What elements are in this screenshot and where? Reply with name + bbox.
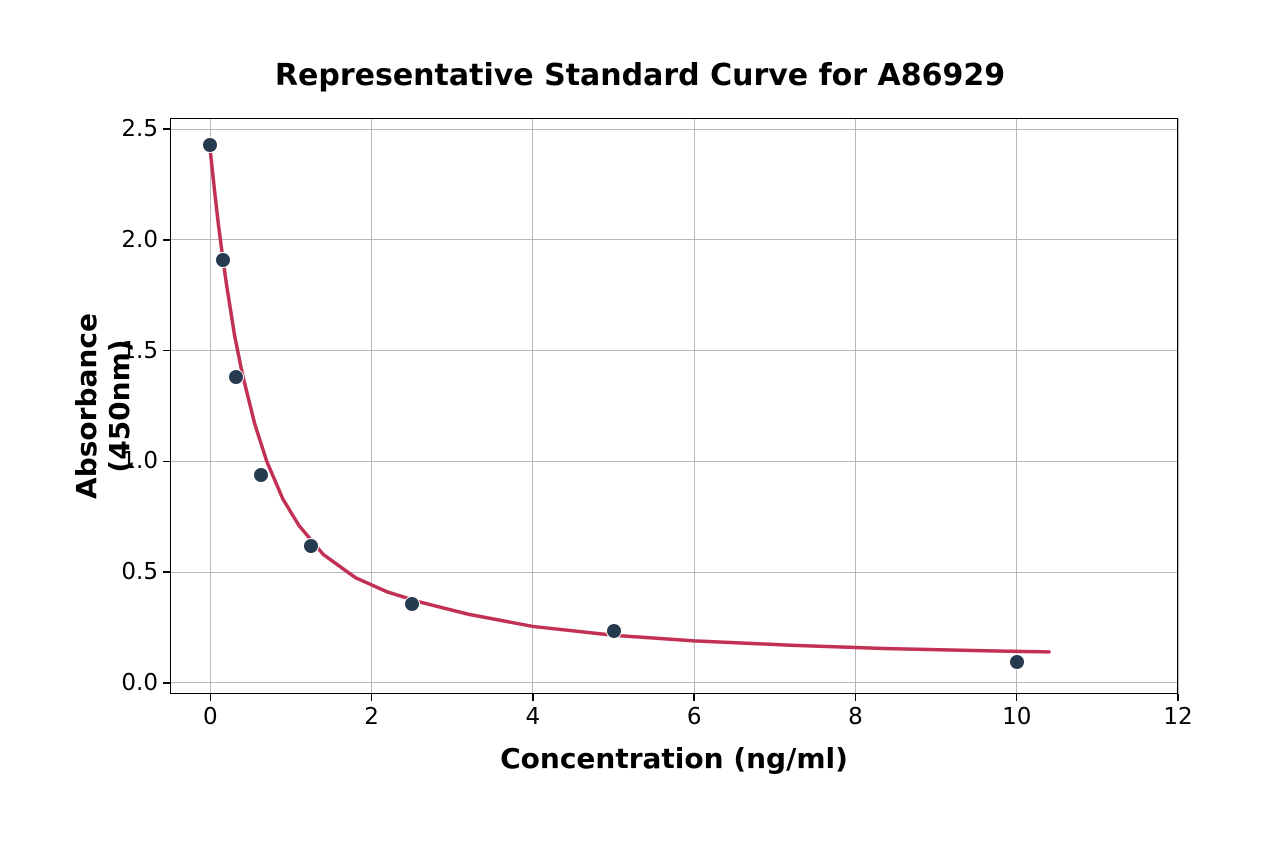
y-tick-label: 0.0 — [118, 670, 158, 696]
y-tick-label: 0.5 — [118, 559, 158, 585]
y-axis-label: Absorbance (450nm) — [70, 246, 136, 566]
y-tick — [163, 571, 170, 573]
data-point — [1009, 654, 1025, 670]
y-tick-label: 1.5 — [118, 338, 158, 364]
x-tick-label: 4 — [526, 704, 541, 730]
x-tick — [1177, 694, 1179, 701]
y-tick-label: 1.0 — [118, 448, 158, 474]
x-tick — [371, 694, 373, 701]
figure: Representative Standard Curve for A86929… — [0, 0, 1280, 845]
fit-curve-path — [209, 140, 1049, 652]
curve-svg — [170, 118, 1178, 694]
x-tick-label: 0 — [203, 704, 218, 730]
plot-area — [170, 118, 1178, 694]
y-tick — [163, 239, 170, 241]
data-point — [202, 137, 218, 153]
y-tick — [163, 682, 170, 684]
chart-title: Representative Standard Curve for A86929 — [0, 58, 1280, 93]
y-tick — [163, 461, 170, 463]
x-tick-label: 10 — [1002, 704, 1031, 730]
x-tick-label: 12 — [1163, 704, 1192, 730]
y-tick-label: 2.0 — [118, 227, 158, 253]
x-tick — [855, 694, 857, 701]
y-tick-label: 2.5 — [118, 116, 158, 142]
x-axis-label: Concentration (ng/ml) — [170, 742, 1178, 775]
x-tick-label: 8 — [848, 704, 863, 730]
data-point — [228, 369, 244, 385]
x-tick — [693, 694, 695, 701]
data-point — [404, 596, 420, 612]
data-point — [303, 538, 319, 554]
data-point — [606, 623, 622, 639]
data-point — [253, 467, 269, 483]
x-tick-label: 2 — [364, 704, 379, 730]
x-tick-label: 6 — [687, 704, 702, 730]
data-point — [215, 252, 231, 268]
x-tick — [532, 694, 534, 701]
x-tick — [210, 694, 212, 701]
x-tick — [1016, 694, 1018, 701]
y-tick — [163, 128, 170, 130]
y-tick — [163, 350, 170, 352]
